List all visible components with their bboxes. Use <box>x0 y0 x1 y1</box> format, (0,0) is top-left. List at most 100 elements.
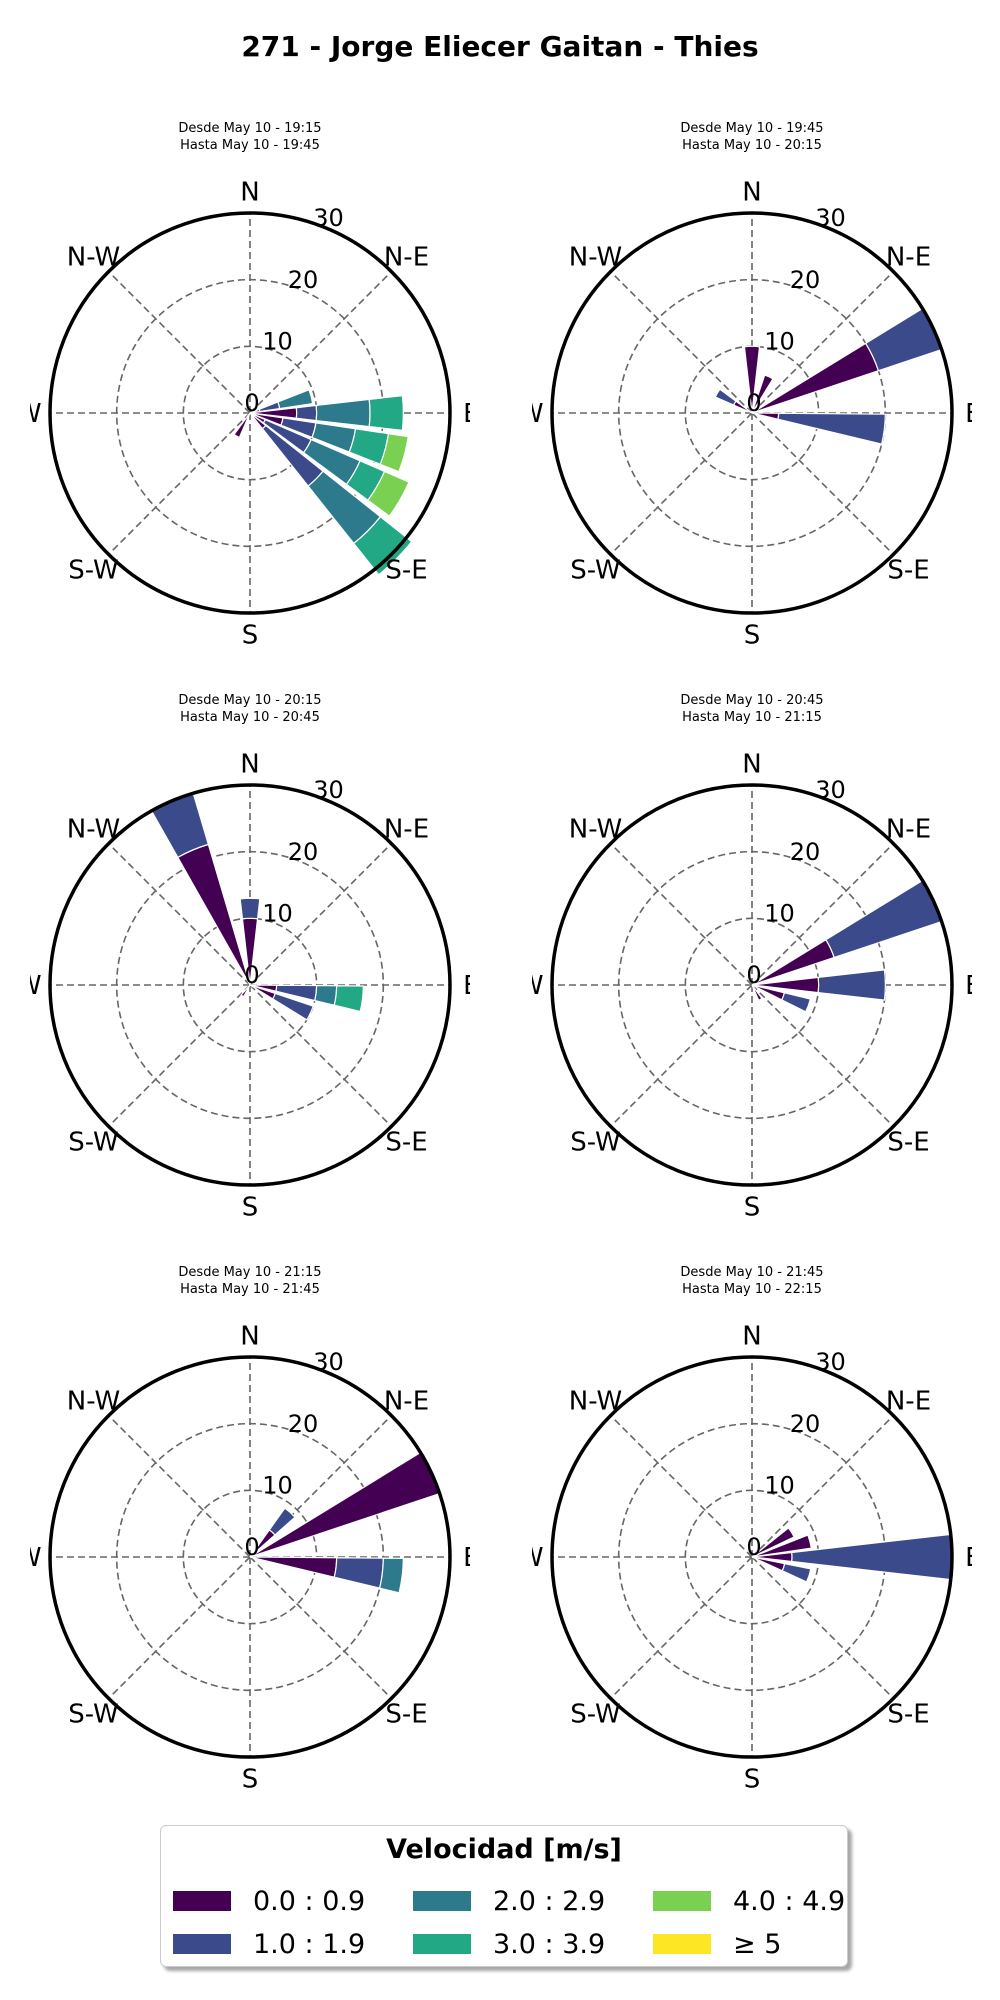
radial-tick-label: 20 <box>288 266 319 294</box>
radial-tick-label: 0 <box>244 1533 259 1561</box>
radial-tick-label: 0 <box>746 389 761 417</box>
windrose-bar-segment <box>150 792 210 859</box>
direction-grid-line <box>249 843 392 986</box>
direction-label: S-E <box>887 556 929 586</box>
windrose-bar-segment <box>314 984 338 1006</box>
direction-label: S-E <box>887 1128 929 1158</box>
panel-caption: Desde May 10 - 21:15 Hasta May 10 - 21:45 <box>30 1264 470 1298</box>
windrose-bar-segment <box>240 984 251 998</box>
legend-item: 0.0 : 0.9 <box>173 1881 365 1921</box>
legend-item: 2.0 : 2.9 <box>413 1881 605 1921</box>
windrose-bar-segment <box>271 992 314 1021</box>
direction-label: S-W <box>68 556 119 586</box>
direction-label: W <box>30 399 42 429</box>
radial-tick-label: 0 <box>244 389 259 417</box>
direction-grid-line <box>751 1556 894 1699</box>
direction-label: S <box>744 1764 761 1794</box>
legend-swatch <box>173 1934 231 1954</box>
legend-label: 1.0 : 1.9 <box>253 1928 366 1960</box>
direction-label: N-W <box>67 243 121 273</box>
radial-tick-label: 20 <box>790 838 821 866</box>
radial-tick-label: 20 <box>288 838 319 866</box>
legend-item: 4.0 : 4.9 <box>653 1881 845 1921</box>
windrose-bar-segment <box>751 1534 813 1558</box>
outer-axis-circle <box>48 211 452 615</box>
windrose-panel: Desde May 10 - 19:15 Hasta May 10 - 19:45… <box>30 120 470 680</box>
direction-label: S <box>744 1192 761 1222</box>
direction-label: E <box>463 1543 470 1573</box>
direction-label: N <box>742 178 761 208</box>
radial-tick-label: 10 <box>262 327 293 355</box>
windrose-bar-segment <box>791 1533 953 1581</box>
direction-label: E <box>965 971 972 1001</box>
panel-caption: Desde May 10 - 20:15 Hasta May 10 - 20:45 <box>30 692 470 726</box>
direction-label: S <box>744 620 761 650</box>
direction-label: S-W <box>68 1128 119 1158</box>
outer-axis-circle <box>48 1355 452 1759</box>
windrose-panel: Desde May 10 - 20:45 Hasta May 10 - 21:15… <box>532 692 972 1252</box>
windrose-bar-segment <box>268 1507 296 1536</box>
panel-caption: Desde May 10 - 19:15 Hasta May 10 - 19:45 <box>30 120 470 154</box>
windrose-bar-segment <box>781 1562 812 1583</box>
direction-grid-line <box>249 1556 392 1699</box>
legend-swatch <box>653 1891 711 1911</box>
windrose-bar-segment <box>333 985 364 1013</box>
windrose-bar-segment <box>714 388 737 406</box>
windrose-bar-segment <box>368 394 404 432</box>
direction-grid-line <box>751 1415 894 1558</box>
windrose-bar-segment <box>777 412 886 445</box>
direction-grid-line <box>108 843 251 986</box>
direction-label: N <box>742 1322 761 1352</box>
windrose-panel: Desde May 10 - 21:15 Hasta May 10 - 21:45… <box>30 1264 470 1824</box>
direction-grid-line <box>249 984 392 1127</box>
windrose-bar-segment <box>277 389 314 410</box>
windrose-plot: 0 10 20 30 N N-E E S-E S S-W W N-W <box>30 1322 470 1795</box>
period-end-label: Hasta May 10 - 21:45 <box>180 1282 320 1297</box>
panel-caption: Desde May 10 - 19:45 Hasta May 10 - 20:15 <box>532 120 972 154</box>
direction-label: S-E <box>385 1700 427 1730</box>
windrose-bar-segment <box>751 1527 795 1558</box>
period-start-label: Desde May 10 - 19:15 <box>178 121 322 136</box>
radial-tick-label: 10 <box>764 899 795 927</box>
direction-label: N <box>240 750 259 780</box>
direction-label: W <box>532 1543 544 1573</box>
radial-tick-label: 20 <box>790 1410 821 1438</box>
windrose-plot: 0 10 20 30 N N-E E S-E S S-W W N-W <box>532 750 972 1223</box>
outer-axis-circle <box>550 211 954 615</box>
legend-item: ≥ 5 <box>653 1924 781 1964</box>
radial-tick-label: 10 <box>262 899 293 927</box>
direction-grid-line <box>610 843 753 986</box>
direction-label: S-W <box>570 556 621 586</box>
direction-label: N-E <box>886 1387 931 1417</box>
period-start-label: Desde May 10 - 20:15 <box>178 693 322 708</box>
direction-grid-line <box>108 1556 251 1699</box>
period-start-label: Desde May 10 - 19:45 <box>680 121 824 136</box>
windrose-bar-segment <box>315 398 371 428</box>
radial-tick-label: 20 <box>790 266 821 294</box>
direction-label: S <box>242 620 259 650</box>
direction-label: S-E <box>887 1700 929 1730</box>
windrose-bar-segment <box>825 879 943 959</box>
direction-label: S-W <box>68 1700 119 1730</box>
direction-label: W <box>532 971 544 1001</box>
direction-grid-line <box>249 271 392 414</box>
period-end-label: Hasta May 10 - 21:15 <box>682 710 822 725</box>
direction-label: S <box>242 1192 259 1222</box>
legend-swatch <box>413 1891 471 1911</box>
windrose-bar-segment <box>379 433 409 473</box>
radial-tick-label: 10 <box>764 1471 795 1499</box>
windrose-plot: 0 10 20 30 N N-E E S-E S S-W W N-W <box>532 1322 972 1795</box>
direction-grid-line <box>108 984 251 1127</box>
legend-label: 2.0 : 2.9 <box>493 1885 606 1917</box>
radial-tick-label: 30 <box>313 204 344 232</box>
direction-grid-line <box>610 1415 753 1558</box>
direction-label: S-E <box>385 1128 427 1158</box>
windrose-plot: 0 10 20 30 N N-E E S-E S S-W W N-W <box>532 178 972 651</box>
radial-tick-label: 0 <box>244 961 259 989</box>
panel-caption: Desde May 10 - 21:45 Hasta May 10 - 22:15 <box>532 1264 972 1298</box>
windrose-bar-segment <box>352 515 413 576</box>
windrose-bar-segment <box>249 1451 441 1558</box>
direction-label: W <box>30 971 42 1001</box>
windrose-bar-segment <box>367 470 410 517</box>
windrose-bar-segment <box>743 345 761 414</box>
